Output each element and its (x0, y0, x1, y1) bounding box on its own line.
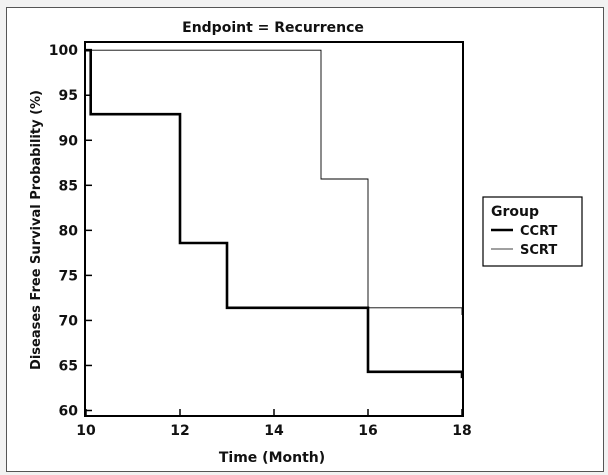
series-line-scrt (86, 49, 463, 315)
y-tick-label-7: 95 (59, 88, 78, 104)
y-tick-label-1: 65 (59, 358, 78, 374)
legend-label-ccrt: CCRT (520, 224, 558, 239)
x-axis-label: Time (Month) (219, 450, 325, 466)
x-tick-label-1: 12 (170, 423, 189, 439)
y-tick-label-0: 60 (59, 403, 79, 419)
y-tick-label-6: 90 (59, 133, 79, 149)
y-tick-label-8: 100 (49, 43, 78, 59)
y-tick-label-5: 85 (59, 178, 78, 194)
y-tick-label-4: 80 (59, 223, 79, 239)
series-layer (86, 48, 464, 379)
series-line-ccrt (86, 48, 464, 379)
y-tick-label-2: 70 (59, 313, 79, 329)
y-tick-label-3: 75 (59, 268, 78, 284)
legend-label-scrt: SCRT (520, 243, 557, 258)
legend-title: Group (491, 204, 539, 220)
x-ticks: 10 12 14 16 18 (76, 409, 472, 439)
x-tick-label-4: 18 (452, 423, 471, 439)
x-tick-label-3: 16 (358, 423, 377, 439)
x-tick-label-2: 14 (264, 423, 284, 439)
plot-area (84, 41, 464, 417)
y-ticks: 60 65 70 75 80 85 90 95 100 (49, 43, 92, 419)
y-axis-label: Diseases Free Survival Probability (%) (29, 90, 44, 370)
chart-title: Endpoint = Recurrence (182, 20, 364, 36)
legend: Group CCRT SCRT (482, 196, 583, 267)
x-tick-label-0: 10 (76, 423, 96, 439)
legend-box (482, 196, 583, 267)
